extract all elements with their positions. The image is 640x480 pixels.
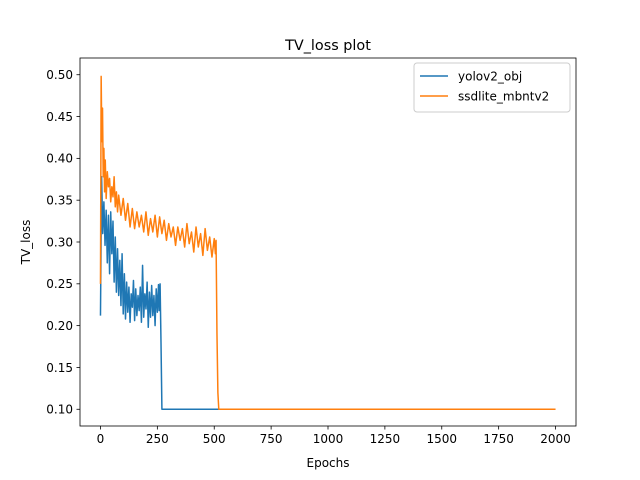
y-axis-label: TV_loss — [19, 220, 33, 266]
y-tick-label: 0.30 — [46, 235, 73, 249]
x-tick-label: 0 — [97, 432, 105, 446]
x-tick-label: 1750 — [483, 432, 514, 446]
legend-label-2: ssdlite_mbntv2 — [458, 90, 549, 104]
x-tick-label: 500 — [203, 432, 226, 446]
series-line-1 — [99, 176, 556, 411]
y-tick-label: 0.15 — [46, 361, 73, 375]
y-tick-label: 0.35 — [46, 193, 73, 207]
legend-label-1: yolov2_obj — [458, 70, 522, 84]
x-tick-label: 1250 — [370, 432, 401, 446]
axes-frame — [79, 57, 577, 427]
chart-title: TV_loss plot — [284, 38, 371, 54]
legend-box — [413, 62, 571, 113]
series-line-2 — [99, 75, 556, 411]
y-tick-label: 0.25 — [46, 277, 73, 291]
x-tick-label: 250 — [146, 432, 169, 446]
y-tick-label: 0.40 — [46, 152, 73, 166]
y-axis: 0.10 0.15 0.20 0.25 0.30 0.35 0.40 0.45 0.50 — [46, 68, 80, 417]
x-axis: 0 250 500 750 1000 1250 1500 1750 2000 — [97, 426, 571, 446]
x-axis-label: Epochs — [307, 456, 350, 470]
legend: yolov2_obj ssdlite_mbntv2 — [413, 62, 571, 113]
x-tick-label: 750 — [260, 432, 283, 446]
y-tick-label: 0.10 — [46, 403, 73, 417]
x-tick-label: 1000 — [313, 432, 344, 446]
y-tick-label: 0.50 — [46, 68, 73, 82]
y-tick-label: 0.45 — [46, 110, 73, 124]
x-tick-label: 1500 — [426, 432, 457, 446]
x-tick-label: 2000 — [540, 432, 571, 446]
series-layer — [99, 75, 556, 411]
y-tick-label: 0.20 — [46, 319, 73, 333]
